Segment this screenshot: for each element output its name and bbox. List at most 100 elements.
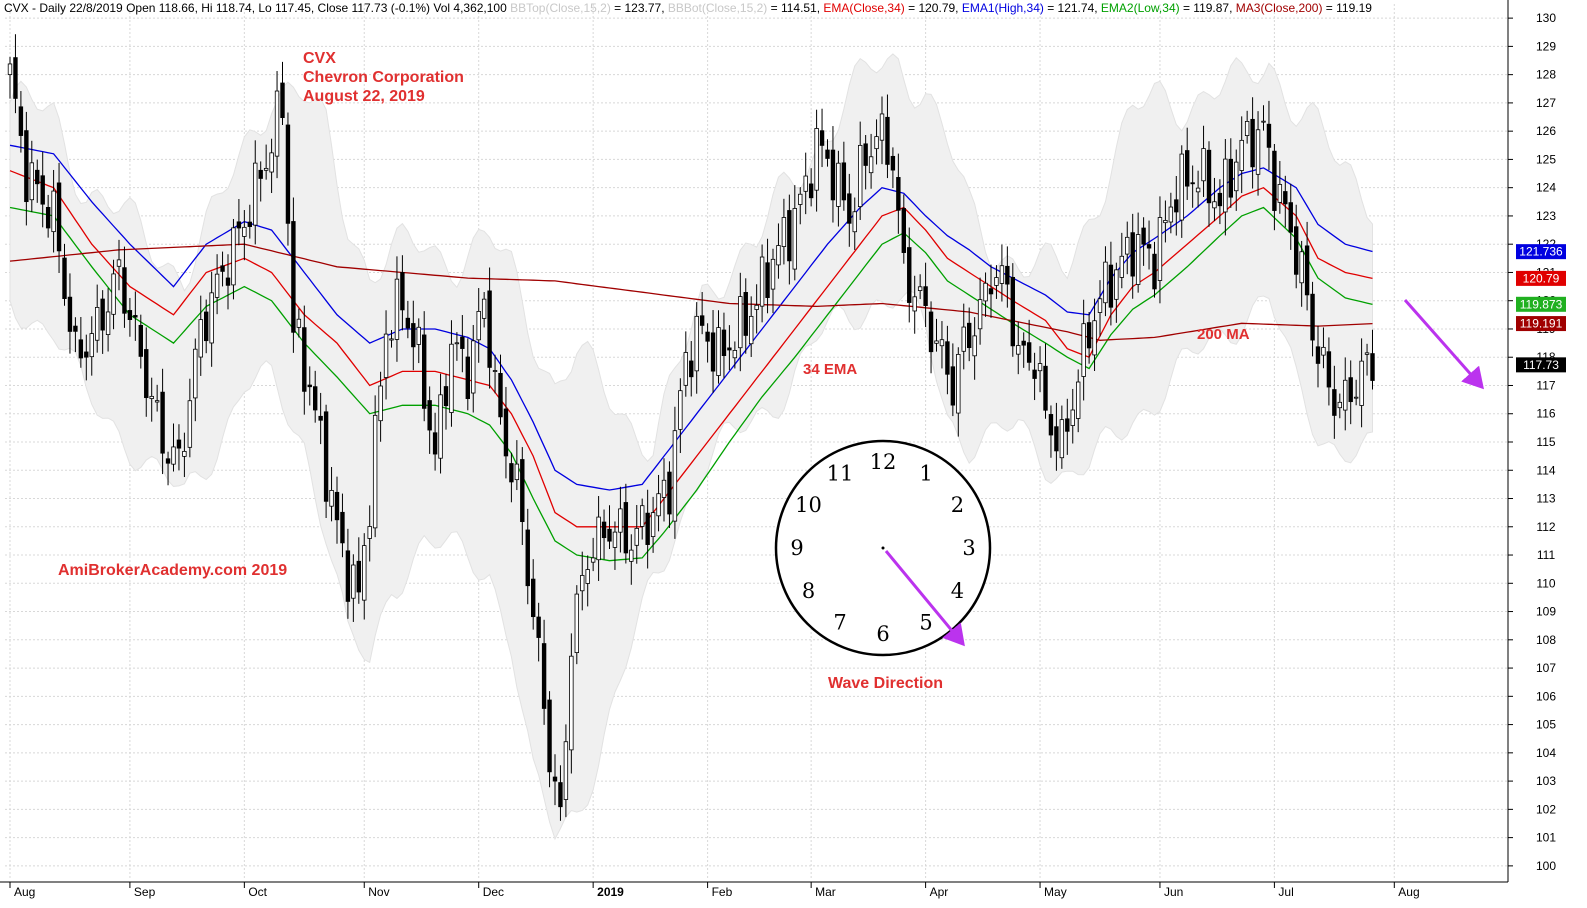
candle-body — [667, 471, 672, 515]
candle-body — [596, 516, 601, 561]
candle-body — [923, 286, 928, 306]
candle-body — [640, 505, 645, 527]
price-badge-label: 119.873 — [1520, 297, 1563, 311]
candle-body — [536, 616, 541, 638]
ema-label: 34 EMA — [803, 361, 857, 378]
candle-body — [994, 277, 999, 286]
price-badge-label: 120.79 — [1523, 271, 1560, 285]
candle-body — [225, 277, 231, 286]
series-line — [9, 243, 1373, 341]
ma-label: 200 MA — [1197, 326, 1250, 343]
candle-body — [514, 463, 520, 481]
candle-body — [928, 311, 934, 353]
clock-number: 3 — [962, 536, 975, 560]
candle-body — [1125, 236, 1130, 255]
candle-body — [214, 273, 220, 298]
candle-body — [1114, 269, 1119, 300]
candle-body — [585, 569, 590, 584]
candle-body — [454, 342, 460, 345]
clock-center — [881, 546, 885, 550]
candle-body — [770, 258, 776, 290]
candle-body — [56, 182, 62, 252]
candle-body — [258, 169, 263, 179]
y-tick-label: 114 — [1536, 463, 1555, 477]
candle-body — [18, 106, 24, 136]
candle-body — [656, 493, 661, 517]
candle-body — [890, 155, 896, 171]
series-line — [9, 206, 1373, 562]
candle-body — [1016, 345, 1021, 355]
candle-body — [154, 400, 160, 403]
candle-body — [1065, 418, 1070, 432]
candle-body — [427, 400, 432, 431]
candle-body — [814, 128, 819, 191]
candle-body — [84, 351, 89, 358]
price-badge — [1516, 244, 1566, 260]
candle-body — [149, 395, 154, 399]
clock-number: 4 — [951, 579, 964, 603]
header-part: CVX - Daily 22/8/2019 Open 118.66, Hi 11… — [4, 1, 510, 15]
chart-header: CVX - Daily 22/8/2019 Open 118.66, Hi 11… — [4, 1, 1372, 15]
candle-body — [552, 776, 558, 782]
candle-body — [868, 156, 874, 174]
candle-body — [89, 333, 94, 358]
clock-number: 2 — [951, 493, 964, 517]
bollinger-band — [9, 53, 1373, 841]
candle-body — [67, 296, 73, 332]
candle-body — [961, 326, 966, 352]
candle-body — [705, 331, 710, 342]
candle-body — [525, 529, 530, 587]
x-tick-label: Sep — [134, 885, 156, 899]
y-tick-label: 103 — [1536, 774, 1556, 788]
candle-body — [1021, 340, 1026, 346]
candle-body — [35, 169, 40, 185]
clock-number: 9 — [790, 536, 803, 560]
price-badge-label: 117.73 — [1523, 358, 1559, 372]
price-candles — [7, 34, 1375, 821]
candle-body — [334, 491, 340, 521]
candle-body — [40, 175, 45, 205]
header-part: MA3(Close,200) — [1236, 1, 1323, 15]
header-part: = 123.77, — [611, 1, 668, 15]
price-badge — [1516, 357, 1566, 373]
y-axis: 100 101 102 103 104 105 106 107 108 109 110 111 112 1… — [1507, 0, 1556, 882]
candle-body — [601, 521, 607, 539]
candle-body — [1048, 414, 1054, 436]
candle-body — [580, 575, 585, 592]
candle-body — [476, 311, 481, 341]
candle-body — [95, 307, 100, 341]
header-part: BBTop(Close,15,2) — [510, 1, 611, 15]
clock-number: 6 — [876, 622, 889, 646]
candle-body — [759, 256, 765, 307]
candle-body — [400, 272, 405, 311]
candle-body — [907, 247, 912, 303]
y-tick-label: 101 — [1536, 831, 1556, 845]
candle-body — [1239, 139, 1244, 171]
candle-body — [378, 385, 383, 422]
candle-body — [645, 512, 650, 545]
candle-body — [607, 528, 612, 542]
x-tick-label: May — [1044, 885, 1067, 899]
candle-body — [858, 144, 863, 207]
candle-body — [1212, 201, 1217, 209]
candle-body — [100, 298, 105, 331]
header-part: EMA1(High,34) — [962, 1, 1044, 15]
clock-number: 12 — [870, 450, 897, 474]
y-tick-label: 108 — [1536, 633, 1556, 647]
price-badge-label: 121.736 — [1519, 245, 1563, 259]
candle-body — [1272, 150, 1277, 211]
candle-body — [1163, 220, 1168, 224]
candle-body — [531, 578, 536, 618]
candle-body — [1097, 298, 1103, 313]
y-tick-label: 125 — [1536, 152, 1556, 166]
candle-body — [841, 162, 847, 201]
candle-body — [345, 550, 351, 602]
candle-body — [798, 193, 803, 205]
candle-body — [683, 352, 688, 386]
candle-body — [203, 311, 209, 342]
candle-body — [340, 511, 345, 544]
candle-body — [1206, 149, 1212, 204]
candle-body — [187, 400, 193, 448]
x-tick-label: Jul — [1278, 885, 1293, 899]
candle-body — [678, 390, 683, 430]
